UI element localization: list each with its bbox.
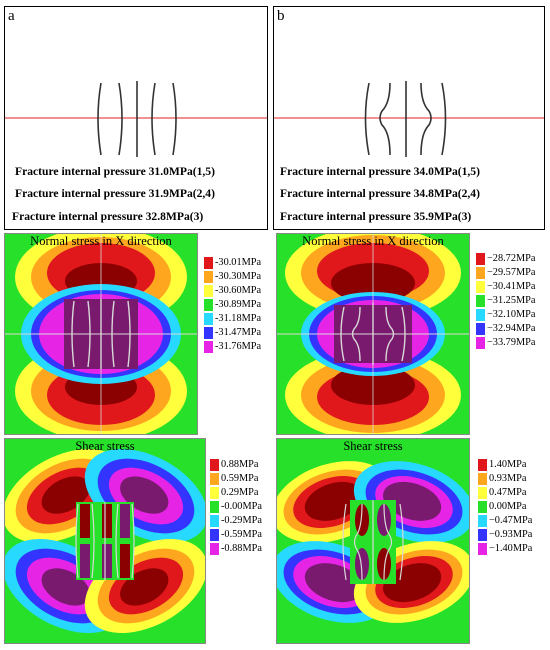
- panel-b-fracture-schematic: [274, 81, 544, 157]
- panel-a-fracture-schematic: [5, 81, 267, 157]
- legend-label: 0.59MPa: [221, 473, 259, 484]
- panel-b-pressure-1: Fracture internal pressure 34.0MPa(1,5): [280, 165, 480, 178]
- panel-a-shear-legend: 0.88MPa 0.59MPa 0.29MPa -0.00MPa -0.29MP…: [210, 458, 276, 558]
- legend-label: -31.18MPa: [215, 313, 262, 324]
- panel-b-normal-stress-map: [276, 233, 470, 435]
- legend-label: -0.29MPa: [221, 515, 262, 526]
- legend-label: 0.29MPa: [221, 487, 259, 498]
- panel-a-cracks: [97, 81, 177, 157]
- legend-label: -0.00MPa: [221, 501, 262, 512]
- legend-label: 0.88MPa: [221, 459, 259, 470]
- panel-b-shear-title: Shear stress: [343, 439, 403, 453]
- panel-a-pressure-2: Fracture internal pressure 31.9MPa(2,4): [15, 187, 215, 200]
- legend-label: −33.79MPa: [487, 337, 536, 348]
- panel-a-pressure-1: Fracture internal pressure 31.0MPa(1,5): [15, 165, 215, 178]
- legend-label: 0.00MPa: [489, 501, 527, 512]
- legend-label: -31.47MPa: [215, 327, 262, 338]
- panel-b-shear-legend: 1.40MPa 0.93MPa 0.47MPa 0.00MPa −0.47MPa…: [478, 458, 548, 558]
- panel-b-normal-legend: −28.72MPa −29.57MPa −30.41MPa −31.25MPa …: [476, 252, 548, 352]
- legend-label: -30.89MPa: [215, 299, 262, 310]
- panel-a-schematic: a Fracture internal pressure 31.0MPa(1,5…: [4, 6, 268, 230]
- legend-label: −0.47MPa: [489, 515, 533, 526]
- panel-b-pressure-3: Fracture internal pressure 35.9MPa(3): [280, 210, 472, 223]
- legend-label: −32.10MPa: [487, 309, 536, 320]
- panel-a-shear-stress-map: [4, 438, 206, 644]
- legend-label: -0.59MPa: [221, 529, 262, 540]
- legend-label: 1.40MPa: [489, 459, 527, 470]
- panel-a-normal-legend: -30.01MPa -30.30MPa -30.60MPa -30.89MPa …: [204, 256, 276, 356]
- legend-label: -30.30MPa: [215, 271, 262, 282]
- legend-label: −1.40MPa: [489, 543, 533, 554]
- panel-b-letter: b: [277, 8, 285, 24]
- legend-label: -30.01MPa: [215, 257, 262, 268]
- panel-b-shear-stress-map: [276, 438, 470, 644]
- panel-b-schematic: b Fracture internal pressure 34.0MPa(1,5…: [273, 6, 545, 230]
- panel-a-shear-title: Shear stress: [75, 439, 135, 453]
- legend-label: −0.93MPa: [489, 529, 533, 540]
- panel-b-cracks: [364, 81, 447, 157]
- panel-a-pressure-3: Fracture internal pressure 32.8MPa(3): [12, 210, 204, 223]
- legend-label: −32.94MPa: [487, 323, 536, 334]
- legend-label: -0.88MPa: [221, 543, 262, 554]
- legend-label: −28.72MPa: [487, 253, 536, 264]
- legend-label: -31.76MPa: [215, 341, 262, 352]
- legend-label: −31.25MPa: [487, 295, 536, 306]
- panel-a-normal-title: Normal stress in X direction: [30, 234, 172, 248]
- legend-label: -30.60MPa: [215, 285, 262, 296]
- legend-label: −29.57MPa: [487, 267, 536, 278]
- panel-a-letter: a: [8, 8, 15, 24]
- panel-b-pressure-2: Fracture internal pressure 34.8MPa(2,4): [280, 187, 480, 200]
- panel-a-normal-stress-map: [4, 233, 198, 435]
- legend-label: −30.41MPa: [487, 281, 536, 292]
- panel-b-normal-title: Normal stress in X direction: [302, 234, 444, 248]
- legend-label: 0.47MPa: [489, 487, 527, 498]
- legend-label: 0.93MPa: [489, 473, 527, 484]
